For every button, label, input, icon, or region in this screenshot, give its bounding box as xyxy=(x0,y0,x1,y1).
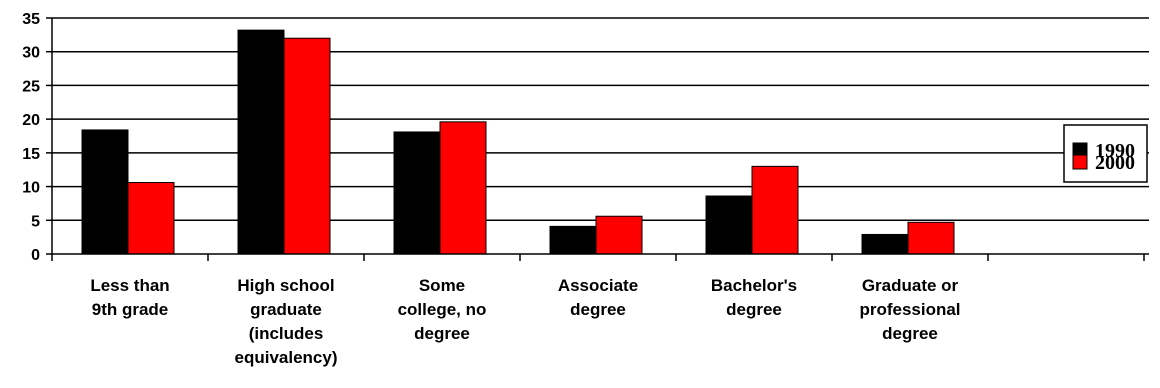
bar-1990-1 xyxy=(237,29,285,255)
y-tick-label: 10 xyxy=(22,180,40,197)
bar-1990-5 xyxy=(861,233,909,255)
bar-2000-0 xyxy=(127,182,175,255)
y-tick-label: 35 xyxy=(22,11,40,28)
y-tick-label: 20 xyxy=(22,112,40,129)
legend-swatch-2000 xyxy=(1072,154,1088,170)
bar-1990-2 xyxy=(393,131,441,255)
x-category-label: Bachelor's degree xyxy=(711,276,797,319)
bar-2000-2 xyxy=(439,121,487,255)
x-category-label: Less than 9th grade xyxy=(90,276,169,319)
bar-2000-5 xyxy=(907,221,955,255)
y-tick-label: 5 xyxy=(31,213,40,230)
axes xyxy=(46,17,1149,261)
x-axis-category-labels: Less than 9th grade High school graduate (in… xyxy=(90,276,960,367)
bar-1990-3 xyxy=(549,225,597,255)
x-category-label: Associate degree xyxy=(558,276,638,319)
legend-label-2000: 2000 xyxy=(1095,152,1135,174)
legend: 1990 2000 xyxy=(1063,124,1148,183)
y-tick-label: 30 xyxy=(22,45,40,62)
x-category-label: Graduate or professional degree xyxy=(859,276,960,343)
bar-1990-4 xyxy=(705,195,753,255)
bar-2000-3 xyxy=(595,215,643,255)
y-tick-label: 25 xyxy=(22,78,40,95)
gridlines xyxy=(52,17,1149,222)
bar-1990-0 xyxy=(81,129,129,255)
x-category-label: Some college, no degree xyxy=(398,276,487,343)
bars xyxy=(81,29,955,255)
bar-2000-1 xyxy=(283,37,331,255)
y-tick-label: 15 xyxy=(22,146,40,163)
y-tick-label: 0 xyxy=(31,247,40,264)
legend-label-1990: 1990 xyxy=(1095,140,1135,162)
y-axis-tick-labels: 0 5 10 15 20 25 30 35 xyxy=(22,11,40,264)
x-category-label: High school graduate (includes equivalency) xyxy=(235,276,338,367)
bar-2000-4 xyxy=(751,165,799,255)
